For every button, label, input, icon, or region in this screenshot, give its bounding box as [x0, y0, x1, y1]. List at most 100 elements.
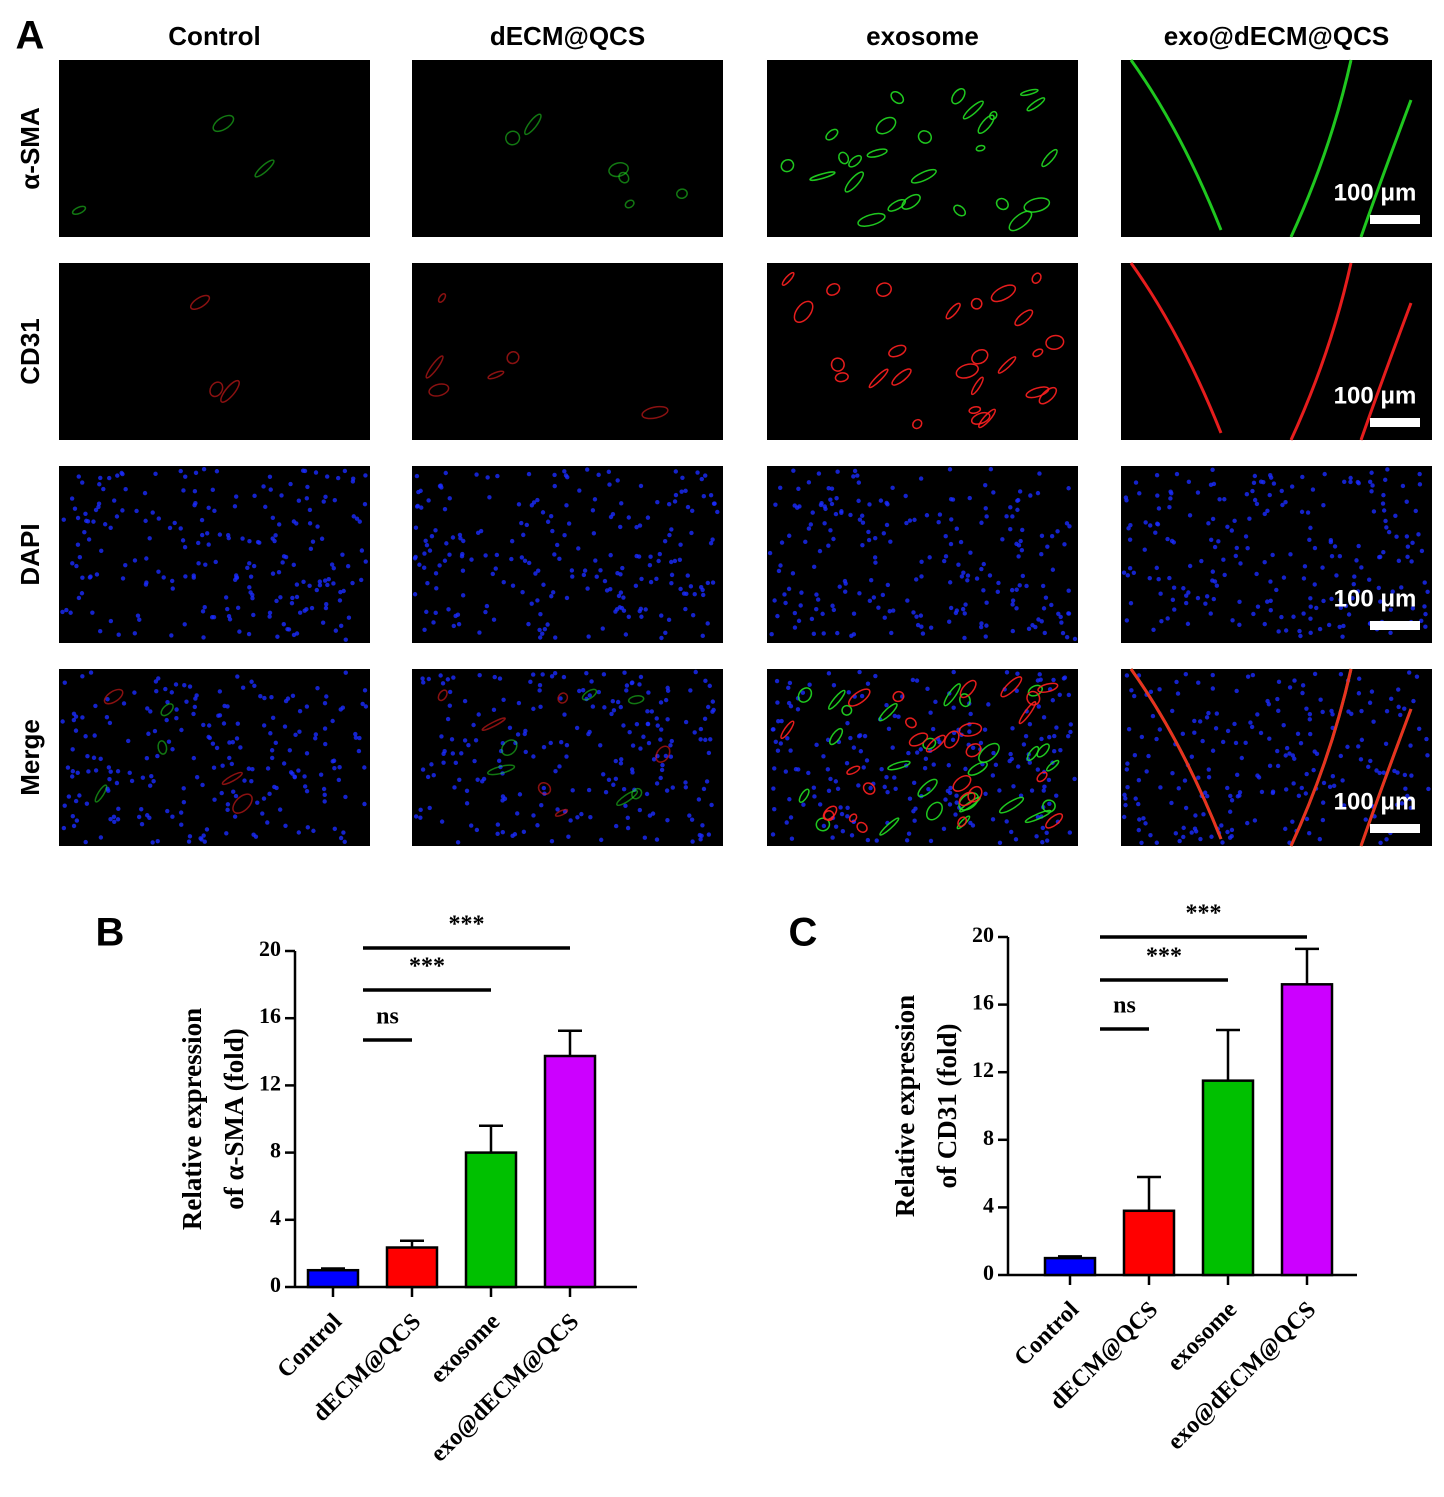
nucleus — [843, 581, 848, 586]
nucleus — [710, 580, 716, 585]
nucleus — [1068, 729, 1073, 735]
nucleus — [1158, 591, 1163, 596]
nucleus — [459, 751, 464, 756]
nucleus — [450, 535, 456, 540]
nucleus — [634, 721, 640, 727]
nucleus — [1216, 539, 1221, 544]
nucleus — [1280, 502, 1285, 508]
nucleus — [537, 682, 543, 688]
nucleus — [949, 517, 954, 522]
nucleus — [871, 595, 877, 600]
nucleus — [550, 590, 556, 595]
nucleus — [289, 600, 295, 606]
nucleus — [1221, 557, 1226, 562]
nucleus — [212, 508, 217, 514]
nucleus — [592, 497, 598, 502]
vessel — [641, 405, 669, 420]
nucleus — [1252, 818, 1258, 823]
nucleus — [360, 701, 365, 707]
nucleus — [270, 715, 276, 721]
nucleus — [1126, 726, 1132, 732]
nucleus — [892, 775, 897, 780]
nucleus — [343, 670, 348, 675]
nucleus — [678, 542, 683, 547]
nucleus — [250, 596, 255, 601]
nucleus — [338, 589, 343, 595]
nucleus — [427, 805, 432, 811]
nucleus — [1143, 520, 1148, 525]
nucleus — [1292, 678, 1297, 683]
nucleus — [650, 811, 656, 816]
nucleus — [240, 685, 246, 690]
nucleus — [115, 769, 121, 774]
nucleus — [1417, 471, 1422, 477]
nucleus — [584, 670, 589, 676]
nucleus — [995, 589, 1000, 595]
nucleus — [520, 589, 525, 595]
nucleus — [123, 487, 128, 492]
nucleus — [226, 613, 232, 619]
nucleus — [786, 685, 791, 691]
nucleus — [947, 790, 953, 796]
nucleus — [73, 714, 79, 719]
nucleus — [1169, 800, 1174, 806]
nucleus — [698, 737, 703, 742]
vessel — [160, 703, 174, 717]
nucleus — [251, 563, 257, 569]
nucleus — [1154, 840, 1159, 845]
nucleus — [1338, 597, 1343, 603]
nucleus — [438, 483, 443, 488]
bar — [385, 1246, 439, 1289]
nucleus — [192, 502, 197, 508]
nucleus — [615, 699, 621, 705]
nucleus — [280, 560, 285, 565]
nucleus — [1197, 719, 1203, 724]
nucleus — [799, 590, 804, 595]
nucleus — [507, 725, 513, 730]
nucleus — [1010, 598, 1016, 603]
nucleus — [920, 631, 926, 636]
nucleus — [90, 610, 95, 615]
nucleus — [473, 738, 479, 743]
nucleus — [647, 813, 653, 818]
nucleus — [540, 672, 545, 677]
nucleus — [164, 717, 169, 723]
nucleus — [922, 765, 928, 771]
nucleus — [855, 473, 860, 478]
nucleus — [1159, 618, 1164, 624]
nucleus — [965, 573, 971, 578]
error-bar — [1216, 1028, 1240, 1081]
vessel — [1045, 334, 1065, 351]
micrograph-background — [1121, 263, 1432, 440]
nucleus — [147, 536, 152, 541]
nucleus — [1268, 579, 1273, 584]
nucleus — [1174, 679, 1179, 685]
nucleus — [272, 538, 277, 544]
nucleus — [630, 770, 635, 775]
nucleus — [1210, 516, 1216, 522]
nucleus — [793, 766, 799, 772]
nucleus — [1131, 570, 1137, 576]
nucleus — [1348, 479, 1353, 485]
nucleus — [641, 734, 646, 739]
nucleus — [619, 757, 624, 762]
nucleus — [178, 810, 184, 815]
nucleus — [1064, 634, 1070, 640]
nucleus — [623, 803, 628, 809]
nucleus — [1185, 621, 1191, 627]
nucleus — [983, 791, 988, 796]
vessel — [890, 90, 905, 105]
nucleus — [670, 785, 675, 790]
nucleus — [857, 591, 862, 596]
nucleus — [974, 576, 980, 581]
vessel — [844, 171, 865, 193]
nucleus — [288, 481, 293, 487]
micrograph — [767, 669, 1078, 846]
nucleus — [706, 750, 712, 756]
nucleus — [683, 488, 688, 494]
nucleus — [460, 551, 465, 557]
nucleus — [276, 569, 282, 575]
nucleus — [991, 490, 996, 495]
nucleus — [582, 568, 588, 573]
nucleus — [564, 754, 569, 759]
